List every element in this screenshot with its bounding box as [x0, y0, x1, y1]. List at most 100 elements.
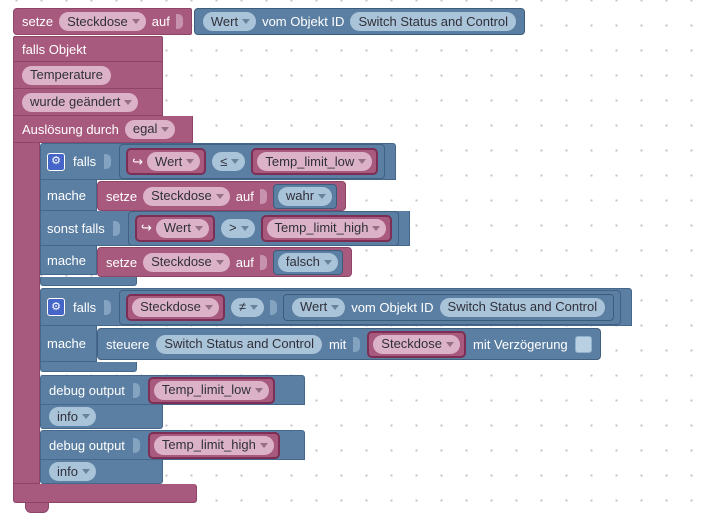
log-level-dropdown[interactable]: info: [49, 407, 96, 426]
if-block-2[interactable]: ⚙ falls Steckdose ≠: [40, 288, 633, 372]
debug-output-block-1[interactable]: debug output Temp_limit_low info: [40, 375, 632, 429]
set-steckdose-falsch-block[interactable]: setze Steckdose auf falsch: [97, 247, 352, 277]
delay-checkbox[interactable]: [574, 335, 592, 353]
compare-op-dropdown[interactable]: ≤: [212, 152, 246, 171]
chevron-down-icon: [242, 19, 251, 24]
compare-block-3[interactable]: Steckdose ≠ Wert vom Obj: [119, 289, 622, 325]
if2-condition-row: ⚙ falls Steckdose ≠: [40, 288, 633, 326]
variable-dropdown[interactable]: Temp_limit_low: [153, 380, 269, 400]
control-state-block[interactable]: steuere Switch Status and Control mit St…: [97, 328, 601, 360]
chevron-down-icon: [81, 414, 90, 419]
wert-attribute-dropdown[interactable]: Wert: [291, 297, 346, 317]
get-value-block[interactable]: Wert vom Objekt ID Switch Status and Con…: [282, 293, 615, 321]
log-level-dropdown[interactable]: info: [49, 462, 96, 481]
wert-attribute-dropdown[interactable]: Wert: [202, 12, 257, 31]
debug-output-block-2[interactable]: debug output Temp_limit_high info: [40, 430, 632, 484]
auf-label: auf: [151, 14, 170, 29]
variable-block-steckdose[interactable]: Steckdose: [367, 330, 466, 358]
get-value-block[interactable]: Wert vom Objekt ID Switch Status and Con…: [193, 8, 526, 35]
control-object-id-field[interactable]: Switch Status and Control: [156, 334, 322, 354]
logic-false-block[interactable]: falsch: [272, 249, 343, 275]
trigger-inner-statements: ⚙ falls ↪ Wert ≤: [40, 143, 633, 484]
boolean-dropdown[interactable]: wahr: [277, 186, 333, 206]
compare-op-dropdown[interactable]: >: [220, 218, 255, 238]
trigger-type-dropdown[interactable]: egal: [124, 119, 176, 139]
condition-socket: [112, 220, 120, 236]
variable-dropdown[interactable]: Temp_limit_high: [153, 435, 274, 455]
chevron-down-icon: [318, 193, 327, 199]
variable-block-temp-limit-low[interactable]: Temp_limit_low: [251, 148, 379, 175]
falls-objekt-label: falls Objekt: [22, 41, 87, 57]
variable-block-temp-limit-high[interactable]: Temp_limit_high: [260, 214, 393, 242]
compare-block-2[interactable]: ↪ Wert > Temp_limit_high: [127, 210, 400, 246]
chevron-down-icon: [231, 159, 240, 164]
object-id-field[interactable]: Switch Status and Control: [439, 297, 606, 317]
debug1-value-row: debug output Temp_limit_low: [40, 375, 305, 405]
steuere-label: steuere: [106, 336, 150, 352]
chevron-down-icon: [131, 19, 140, 24]
logic-true-block[interactable]: wahr: [272, 183, 338, 209]
chevron-down-icon: [259, 442, 268, 448]
value-socket: [132, 437, 140, 453]
mit-verzoegerung-label: mit Verzögerung: [473, 336, 568, 352]
variable-dropdown[interactable]: Steckdose: [132, 297, 219, 317]
if-else-block-1[interactable]: ⚙ falls ↪ Wert ≤: [40, 143, 632, 286]
mache-label: mache: [47, 336, 87, 351]
value-socket: [132, 382, 140, 398]
gear-icon[interactable]: ⚙: [47, 298, 65, 316]
hook-arrow-icon: ↪: [132, 153, 144, 169]
debug1-level-row: info: [40, 405, 163, 429]
variable-dropdown[interactable]: Temp_limit_low: [257, 152, 373, 171]
steckdose-variable-dropdown[interactable]: Steckdose: [143, 252, 230, 272]
trigger-object-field[interactable]: Temperature: [22, 65, 111, 85]
chevron-down-icon: [186, 159, 195, 164]
variable-dropdown[interactable]: Steckdose: [373, 334, 460, 354]
chevron-down-icon: [194, 225, 203, 231]
value-socket: [259, 188, 267, 204]
if2-bottom-bar: [40, 362, 137, 372]
steckdose-variable-dropdown[interactable]: Steckdose: [59, 12, 146, 31]
chevron-down-icon: [81, 469, 90, 474]
object-id-field[interactable]: Switch Status and Control: [350, 12, 517, 31]
set-steckdose-wahr-block[interactable]: setze Steckdose auf wahr: [97, 181, 347, 211]
sonst-falls-label: sonst falls: [47, 220, 105, 236]
if1-elseif-row: sonst falls ↪ Wert >: [40, 210, 411, 246]
chevron-down-icon: [215, 193, 224, 199]
chevron-down-icon: [204, 304, 213, 310]
value-socket: [269, 299, 277, 315]
on-change-trigger-block[interactable]: falls Objekt Temperature wurde geändert …: [13, 36, 633, 513]
chevron-down-icon: [446, 341, 454, 347]
chevron-down-icon: [254, 387, 263, 393]
change-mode-dropdown[interactable]: wurde geändert: [22, 92, 139, 112]
compare-op-dropdown[interactable]: ≠: [230, 297, 264, 317]
mache-label: mache: [47, 187, 87, 203]
setze-label: setze: [106, 254, 138, 270]
trigger-bottom-bar: [13, 484, 197, 503]
variable-block-temp-limit-high[interactable]: Temp_limit_high: [147, 431, 280, 459]
boolean-dropdown[interactable]: falsch: [277, 252, 338, 272]
compare-block-1[interactable]: ↪ Wert ≤ Temp_limit_low: [119, 144, 386, 179]
trigger-value-block[interactable]: ↪ Wert: [134, 214, 215, 242]
variable-dropdown[interactable]: Temp_limit_high: [266, 218, 387, 238]
trigger-value-block[interactable]: ↪ Wert: [126, 148, 207, 175]
wert-dropdown[interactable]: Wert: [155, 218, 209, 238]
chevron-down-icon: [249, 304, 258, 310]
variable-block-steckdose[interactable]: Steckdose: [126, 293, 225, 321]
ausloesung-durch-label: Auslösung durch: [22, 121, 119, 137]
gear-icon[interactable]: ⚙: [47, 152, 65, 171]
if1-do-row-2: mache setze Steckdose auf falsch: [40, 246, 632, 277]
wert-dropdown[interactable]: Wert: [147, 152, 201, 171]
trigger-object-row: Temperature: [13, 62, 163, 89]
debug-output-label: debug output: [49, 382, 125, 398]
steckdose-variable-dropdown[interactable]: Steckdose: [143, 186, 230, 206]
auf-label: auf: [235, 254, 254, 270]
setze-label: setze: [22, 14, 54, 29]
hook-arrow-icon: ↪: [140, 220, 152, 235]
variable-block-temp-limit-low[interactable]: Temp_limit_low: [147, 376, 275, 404]
set-state-top-block[interactable]: setze Steckdose auf Wert vom Objekt ID S…: [13, 8, 526, 35]
falls-label: falls: [73, 299, 97, 315]
vom-objekt-id-label: vom Objekt ID: [262, 14, 345, 29]
trigger-change-row: wurde geändert: [13, 89, 163, 116]
trigger-left-spine: [13, 143, 40, 484]
